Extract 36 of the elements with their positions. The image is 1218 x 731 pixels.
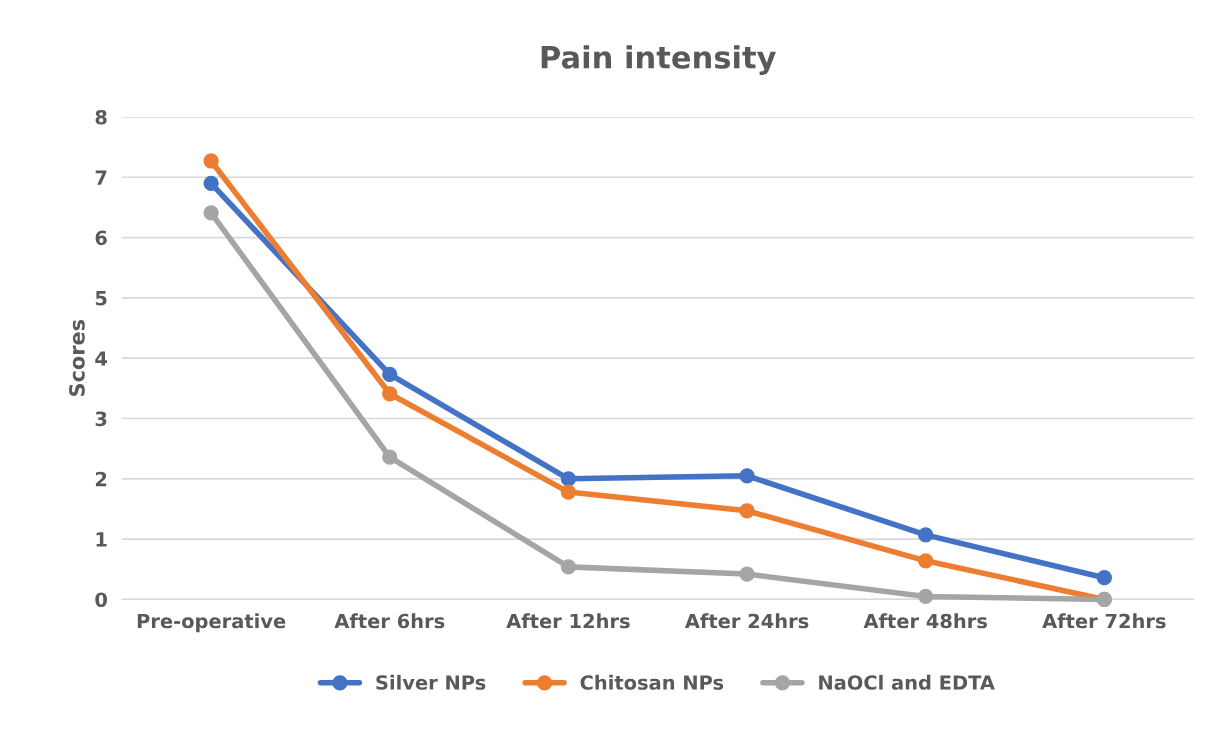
- point: [382, 386, 398, 402]
- y-tick-label: 2: [95, 471, 107, 487]
- point: [560, 559, 577, 575]
- y-tick-label: 6: [95, 230, 107, 246]
- point: [918, 553, 934, 569]
- point: [739, 566, 755, 582]
- x-tick-label: After 24hrs: [684, 613, 809, 629]
- x-tick-label: After 48hrs: [863, 613, 987, 629]
- x-tick-label: After 6hrs: [334, 613, 445, 629]
- point: [560, 471, 577, 487]
- point: [918, 588, 934, 605]
- point: [203, 205, 219, 221]
- point: [739, 503, 755, 519]
- point: [382, 449, 398, 465]
- y-tick-label: 3: [95, 411, 107, 427]
- point: [739, 468, 755, 484]
- x-tick-label: After 72hrs: [1042, 613, 1166, 629]
- point: [560, 484, 577, 500]
- point: [203, 175, 219, 191]
- y-tick-label: 0: [95, 592, 107, 608]
- x-tick-label: Pre-operative: [137, 613, 286, 633]
- y-tick-label: 4: [95, 351, 108, 366]
- point: [203, 153, 219, 169]
- point: [918, 527, 934, 543]
- chart-title: Pain intensity: [541, 45, 776, 75]
- y-tick-label: 8: [95, 109, 107, 125]
- point: [1096, 570, 1112, 586]
- y-tick-label: 1: [96, 532, 107, 547]
- y-tick-label: 7: [95, 170, 107, 185]
- legend-label: Chitosan NPs: [580, 674, 724, 690]
- legend-label: Silver NPs: [376, 674, 486, 690]
- legend-label: NaOCl and EDTA: [819, 674, 995, 690]
- x-tick-label: After 12hrs: [506, 613, 630, 629]
- y-tick-label: 5: [95, 291, 107, 306]
- y-axis-title: Scores: [69, 319, 85, 396]
- point: [382, 366, 398, 383]
